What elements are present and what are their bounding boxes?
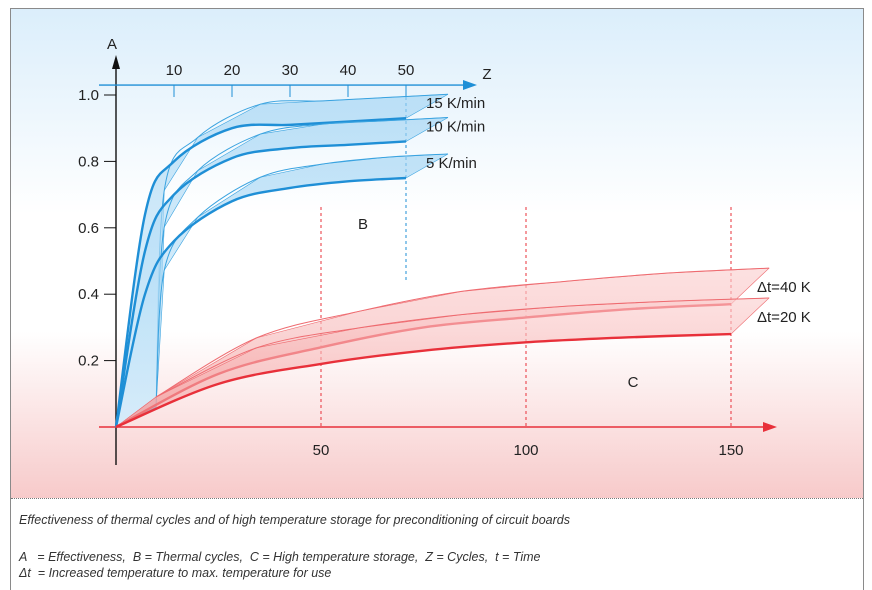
- z-tick-label: 30: [282, 62, 299, 79]
- plot-panel: A 0.2 0.4 0.6 0.8 1.0 Z 10 20 30 40 50 50 100 150 15 K/…: [11, 9, 863, 498]
- x-tick-label: 100: [513, 442, 538, 459]
- series-label: 10 K/min: [426, 118, 485, 135]
- series-line: [114, 176, 407, 428]
- caption-legend-line-1: A = Effectiveness, B = Thermal cycles, C…: [19, 550, 541, 564]
- y-tick-label: 0.2: [78, 353, 99, 370]
- region-label-c: C: [628, 374, 639, 391]
- series-label: Δt=20 K: [757, 309, 811, 326]
- caption-panel: Effectiveness of thermal cycles and of h…: [11, 498, 863, 590]
- series-line: [114, 117, 407, 428]
- z-tick-label: 20: [224, 62, 241, 79]
- region-label-b: B: [358, 216, 368, 233]
- series-label: Δt=40 K: [757, 279, 811, 296]
- caption-title: Effectiveness of thermal cycles and of h…: [19, 513, 570, 527]
- series-upper-edge: [155, 297, 770, 398]
- series-upper-edge: [155, 153, 449, 408]
- x-tick-label: 50: [313, 442, 330, 459]
- x-axis-arrow: [763, 422, 777, 432]
- z-axis-title: Z: [482, 66, 491, 83]
- x-tick-label: 150: [718, 442, 743, 459]
- series-label: 5 K/min: [426, 155, 477, 172]
- z-axis-arrow: [463, 80, 477, 91]
- z-tick-label: 40: [340, 62, 357, 79]
- y-tick-label: 0.8: [78, 153, 99, 170]
- series-line: [114, 140, 407, 428]
- z-tick-label: 50: [398, 62, 415, 79]
- y-axis-title: A: [107, 36, 117, 53]
- series-upper-edge: [155, 267, 770, 398]
- chart-svg: A 0.2 0.4 0.6 0.8 1.0 Z 10 20 30 40 50 50 100 150 15 K/…: [78, 36, 811, 465]
- caption-legend-line-2: Δt = Increased temperature to max. tempe…: [19, 566, 332, 580]
- series-label: 15 K/min: [426, 95, 485, 112]
- z-tick-label: 10: [166, 62, 183, 79]
- y-tick-label: 1.0: [78, 87, 99, 104]
- figure-frame: A 0.2 0.4 0.6 0.8 1.0 Z 10 20 30 40 50 50 100 150 15 K/…: [10, 8, 864, 590]
- series-line: [115, 332, 732, 429]
- series-band: [115, 153, 449, 428]
- y-tick-label: 0.4: [78, 286, 99, 303]
- y-axis-arrow: [112, 55, 120, 69]
- series-band: [115, 297, 770, 428]
- y-tick-label: 0.6: [78, 220, 99, 237]
